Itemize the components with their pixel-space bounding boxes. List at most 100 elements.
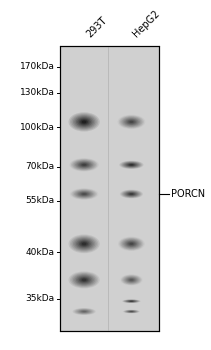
Ellipse shape bbox=[71, 159, 97, 171]
Ellipse shape bbox=[74, 275, 94, 285]
Ellipse shape bbox=[82, 279, 87, 281]
Ellipse shape bbox=[80, 241, 88, 246]
Ellipse shape bbox=[128, 301, 135, 302]
Ellipse shape bbox=[125, 163, 138, 167]
Text: 293T: 293T bbox=[84, 15, 108, 40]
Ellipse shape bbox=[80, 120, 88, 124]
Ellipse shape bbox=[74, 190, 94, 198]
Ellipse shape bbox=[124, 276, 139, 284]
Ellipse shape bbox=[120, 190, 143, 198]
Ellipse shape bbox=[77, 240, 91, 248]
Text: 55kDa: 55kDa bbox=[26, 196, 55, 205]
Ellipse shape bbox=[122, 161, 141, 168]
Ellipse shape bbox=[77, 191, 92, 197]
Ellipse shape bbox=[70, 113, 98, 131]
Ellipse shape bbox=[128, 311, 134, 312]
Ellipse shape bbox=[79, 192, 89, 196]
Ellipse shape bbox=[80, 310, 88, 313]
Ellipse shape bbox=[129, 311, 134, 312]
Ellipse shape bbox=[124, 240, 138, 247]
Ellipse shape bbox=[129, 121, 134, 123]
Ellipse shape bbox=[77, 118, 91, 126]
Ellipse shape bbox=[130, 164, 133, 166]
Ellipse shape bbox=[76, 117, 92, 127]
Ellipse shape bbox=[76, 275, 92, 285]
Text: 100kDa: 100kDa bbox=[20, 122, 55, 132]
Ellipse shape bbox=[70, 188, 98, 200]
FancyBboxPatch shape bbox=[61, 46, 159, 331]
Ellipse shape bbox=[81, 310, 87, 313]
Ellipse shape bbox=[128, 193, 134, 195]
Ellipse shape bbox=[121, 190, 142, 198]
Ellipse shape bbox=[130, 311, 133, 312]
Text: 35kDa: 35kDa bbox=[26, 294, 55, 303]
Ellipse shape bbox=[128, 311, 135, 312]
Ellipse shape bbox=[127, 300, 135, 302]
Ellipse shape bbox=[76, 161, 92, 168]
Ellipse shape bbox=[123, 118, 140, 126]
Text: PORCN: PORCN bbox=[171, 189, 205, 199]
Ellipse shape bbox=[127, 300, 136, 302]
Ellipse shape bbox=[72, 114, 97, 130]
Ellipse shape bbox=[120, 161, 142, 169]
Ellipse shape bbox=[129, 243, 133, 245]
Ellipse shape bbox=[125, 300, 138, 302]
Ellipse shape bbox=[73, 308, 96, 315]
Text: 70kDa: 70kDa bbox=[26, 162, 55, 171]
Ellipse shape bbox=[126, 163, 137, 167]
Ellipse shape bbox=[120, 116, 143, 128]
Ellipse shape bbox=[124, 310, 139, 313]
Ellipse shape bbox=[122, 190, 141, 198]
Ellipse shape bbox=[82, 311, 86, 312]
Ellipse shape bbox=[71, 189, 97, 199]
Ellipse shape bbox=[81, 193, 88, 195]
Ellipse shape bbox=[128, 164, 134, 166]
Ellipse shape bbox=[124, 118, 139, 126]
Ellipse shape bbox=[75, 190, 93, 198]
Ellipse shape bbox=[123, 300, 140, 303]
Ellipse shape bbox=[130, 194, 133, 195]
Ellipse shape bbox=[123, 276, 140, 284]
Ellipse shape bbox=[124, 191, 139, 197]
Ellipse shape bbox=[78, 310, 90, 313]
Ellipse shape bbox=[82, 193, 86, 195]
Ellipse shape bbox=[69, 271, 100, 288]
Ellipse shape bbox=[76, 239, 92, 249]
Ellipse shape bbox=[123, 162, 140, 168]
Ellipse shape bbox=[72, 160, 96, 170]
Ellipse shape bbox=[74, 160, 95, 169]
Ellipse shape bbox=[123, 310, 140, 313]
Ellipse shape bbox=[73, 189, 96, 199]
Ellipse shape bbox=[76, 309, 92, 314]
Ellipse shape bbox=[72, 236, 97, 251]
Ellipse shape bbox=[79, 163, 89, 167]
Ellipse shape bbox=[73, 274, 95, 286]
Ellipse shape bbox=[69, 234, 100, 253]
Ellipse shape bbox=[69, 112, 100, 132]
Ellipse shape bbox=[74, 308, 95, 315]
Ellipse shape bbox=[82, 120, 87, 123]
Ellipse shape bbox=[119, 161, 143, 169]
Ellipse shape bbox=[124, 300, 139, 303]
Ellipse shape bbox=[124, 310, 138, 313]
Ellipse shape bbox=[74, 116, 94, 128]
Ellipse shape bbox=[79, 277, 89, 283]
Ellipse shape bbox=[122, 117, 141, 127]
Ellipse shape bbox=[126, 192, 136, 196]
Ellipse shape bbox=[118, 237, 145, 251]
Ellipse shape bbox=[81, 163, 88, 167]
Ellipse shape bbox=[78, 162, 91, 168]
Ellipse shape bbox=[77, 309, 91, 314]
Ellipse shape bbox=[127, 119, 136, 124]
Ellipse shape bbox=[70, 158, 99, 172]
Ellipse shape bbox=[77, 276, 91, 284]
Ellipse shape bbox=[80, 278, 88, 282]
Ellipse shape bbox=[73, 237, 95, 251]
Ellipse shape bbox=[73, 115, 95, 129]
Ellipse shape bbox=[127, 193, 135, 196]
Ellipse shape bbox=[125, 310, 138, 313]
Ellipse shape bbox=[126, 300, 137, 302]
Ellipse shape bbox=[124, 162, 139, 167]
Ellipse shape bbox=[78, 191, 90, 197]
Ellipse shape bbox=[129, 301, 134, 302]
